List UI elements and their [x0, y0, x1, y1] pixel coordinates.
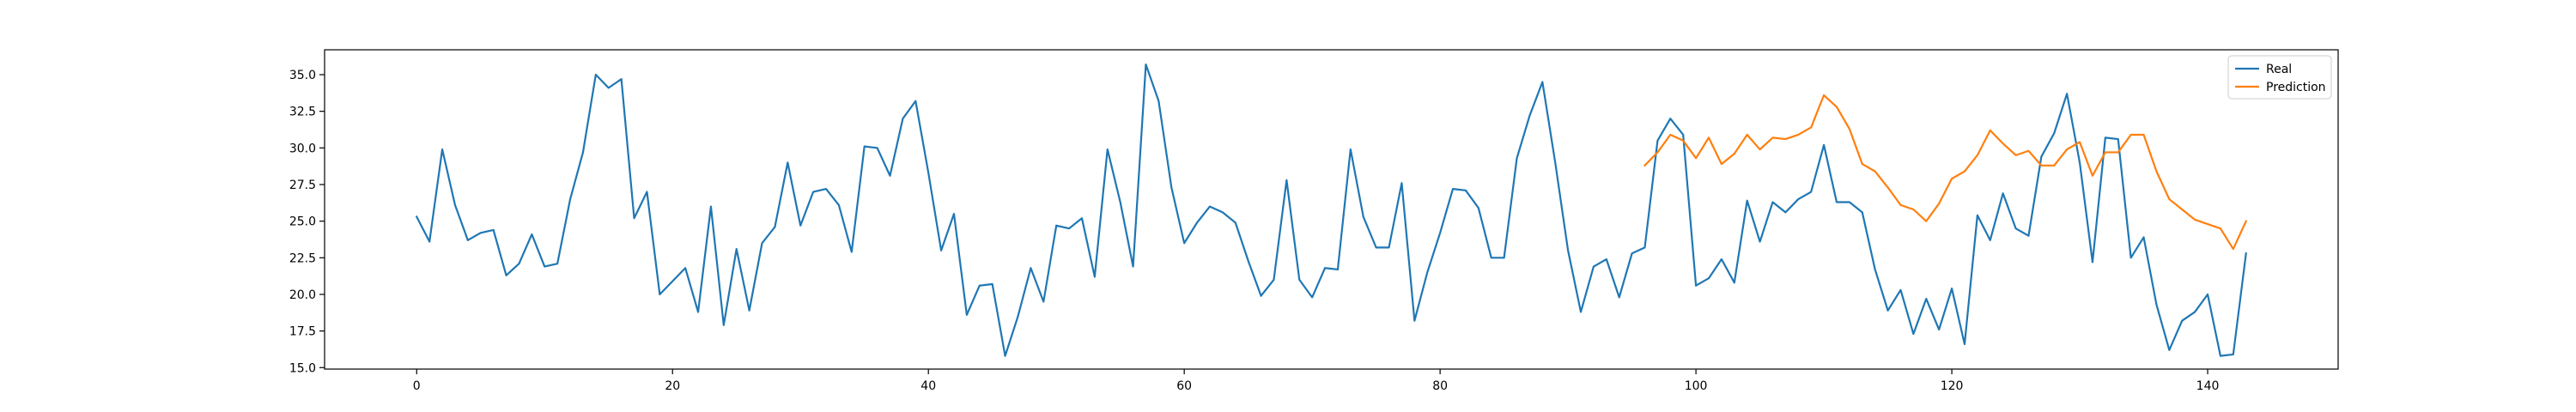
series-line-prediction: [1643, 94, 2248, 251]
y-tick-label: 17.5: [289, 325, 316, 339]
y-tick-label: 30.0: [289, 142, 316, 155]
y-tick-label: 20.0: [289, 288, 316, 302]
y-tick-label: 25.0: [289, 215, 316, 229]
x-tick-label: 40: [920, 379, 936, 393]
legend-label-prediction: Prediction: [2266, 81, 2326, 94]
y-tick-label: 22.5: [289, 251, 316, 265]
y-tick-label: 35.0: [289, 69, 316, 82]
x-tick-label: 0: [413, 379, 421, 393]
series-layer: [415, 63, 2248, 357]
x-tick-label: 100: [1685, 379, 1708, 393]
plot-frame: [324, 49, 2339, 370]
y-tick-label: 15.0: [289, 361, 316, 375]
legend-label-real: Real: [2266, 63, 2292, 76]
y-tick-label: 32.5: [289, 106, 316, 119]
y-tick-label: 27.5: [289, 179, 316, 192]
x-tick-label: 80: [1432, 379, 1448, 393]
legend-box: [2227, 55, 2332, 100]
y-axis: 15.0 17.5 20.0 22.5 25.0 27.5 30.0 32.5 35.0: [289, 69, 325, 375]
x-axis: 0 20 40 60 80 100 120 140: [413, 369, 2220, 393]
x-tick-label: 60: [1176, 379, 1192, 393]
x-tick-label: 120: [1941, 379, 1964, 393]
series-line-real: [415, 63, 2247, 357]
x-tick-label: 140: [2196, 379, 2220, 393]
legend: Real Prediction: [2227, 55, 2332, 100]
x-tick-label: 20: [665, 379, 680, 393]
